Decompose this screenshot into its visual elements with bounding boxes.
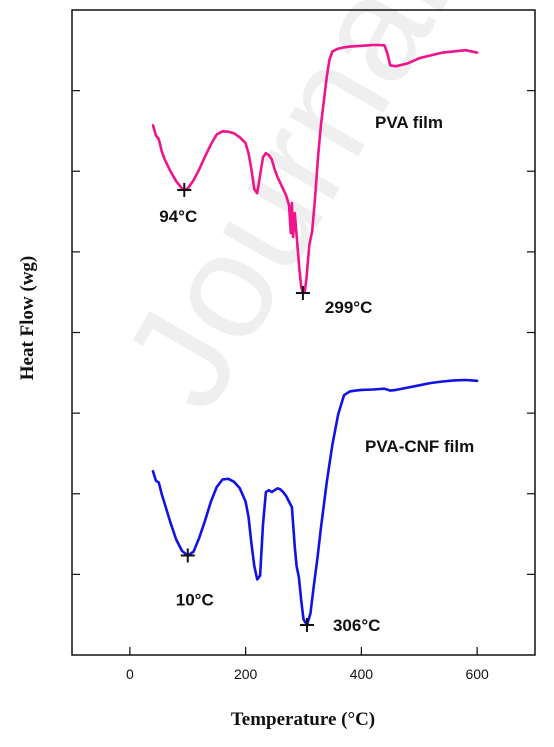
annotation-label: 299°C bbox=[325, 298, 372, 317]
series-layer bbox=[151, 43, 479, 627]
annotation-layer: 94°C 299°C 10°C 306°C bbox=[159, 182, 380, 635]
x-tick-labels: 0 200 400 600 bbox=[126, 666, 489, 682]
annotation-label: 10°C bbox=[176, 590, 214, 609]
y-axis-title: Heat Flow (wg) bbox=[17, 256, 38, 381]
x-tick-label: 400 bbox=[350, 666, 374, 682]
series-label-pva-cnf-film: PVA-CNF film bbox=[365, 437, 474, 456]
series-label-pva-film: PVA film bbox=[375, 113, 443, 132]
x-tick-label: 200 bbox=[234, 666, 258, 682]
axis-ticks bbox=[72, 90, 535, 655]
annotation-label: 306°C bbox=[333, 616, 380, 635]
annotation-label: 94°C bbox=[159, 207, 197, 226]
series-line-pva-cnf-film bbox=[151, 378, 479, 627]
x-tick-label: 0 bbox=[126, 666, 134, 682]
series-line-pva-film bbox=[151, 43, 479, 295]
watermark: Journal bbox=[89, 0, 480, 434]
x-axis-title: Temperature (°C) bbox=[231, 709, 375, 730]
x-tick-label: 600 bbox=[465, 666, 489, 682]
